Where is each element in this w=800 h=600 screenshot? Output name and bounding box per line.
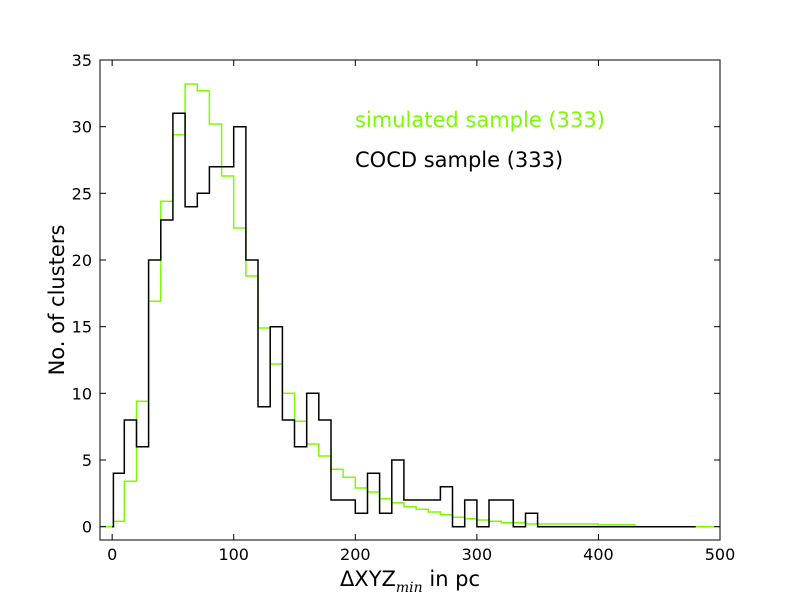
x-tick-label: 500 [705,545,736,564]
x-axis-title-suffix: in pc [423,567,480,591]
y-tick-label: 10 [72,384,92,403]
x-tick-label: 0 [107,545,117,564]
y-tick-label: 5 [82,451,92,470]
x-axis-title-subscript: min [396,580,423,596]
y-tick-label: 25 [72,184,92,203]
series-line-cocd [112,112,696,528]
x-tick-label: 200 [340,545,371,564]
x-axis-title-main: ΔXYZ [340,567,396,591]
x-axis-title: ΔXYZmin in pc [340,567,480,596]
y-tick-label: 35 [72,51,92,70]
y-tick-label: 30 [72,118,92,137]
plot-area-frame [99,59,721,541]
series-layer [100,83,720,528]
y-tick-label: 0 [82,518,92,537]
y-tick-label: 20 [72,251,92,270]
legend-cocd-sample: COCD sample (333) [355,148,563,172]
x-tick-label: 400 [583,545,614,564]
tick-layer: 0 100 200 300 400 500 0 5 10 15 20 25 30 35 [72,51,736,564]
x-tick-label: 300 [462,545,493,564]
legend-simulated-sample: simulated sample (333) [355,108,605,132]
y-axis-title: No. of clusters [45,225,69,376]
x-tick-label: 100 [218,545,249,564]
y-tick-label: 15 [72,318,92,337]
